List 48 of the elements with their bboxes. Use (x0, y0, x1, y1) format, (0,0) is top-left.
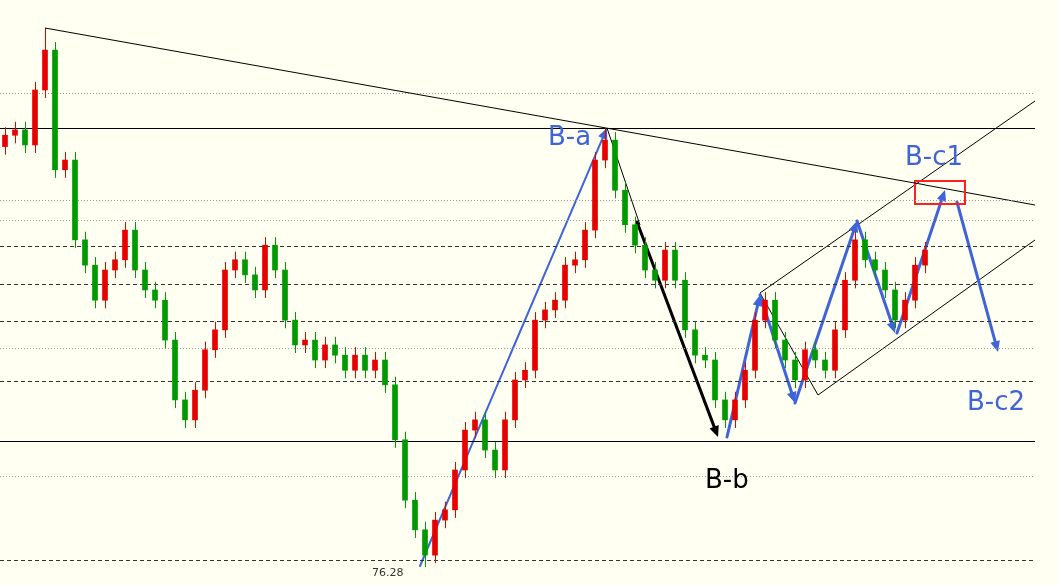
candlestick (342, 346, 348, 379)
candlestick (22, 121, 28, 154)
candlestick (112, 251, 118, 279)
candlestick (552, 291, 558, 319)
candlestick (812, 341, 818, 369)
candlestick (362, 346, 368, 379)
candlestick (602, 127, 608, 169)
candlestick (762, 291, 768, 329)
candlestick (322, 336, 328, 369)
candlestick (782, 331, 788, 369)
candlestick (922, 241, 928, 274)
candlestick (62, 151, 68, 179)
candlestick (862, 231, 868, 269)
candlestick (142, 261, 148, 299)
candlestick (152, 281, 158, 309)
candlestick (332, 336, 338, 364)
candlestick (352, 346, 358, 379)
candlestick (822, 351, 828, 379)
candlestick (232, 251, 238, 279)
candlestick (312, 331, 318, 369)
candlestick (572, 251, 578, 274)
annotation: B-a (548, 121, 592, 151)
candlestick (302, 331, 308, 354)
candlestick (182, 391, 188, 429)
candlestick (882, 261, 888, 299)
candlestick (242, 251, 248, 284)
candlestick (632, 216, 638, 254)
candlestick (652, 261, 658, 289)
annotation: B-c1 (905, 141, 964, 171)
candlestick (702, 346, 708, 369)
candlestick (252, 266, 258, 299)
candlestick (212, 321, 218, 359)
candlestick (12, 121, 18, 144)
candlestick (492, 441, 498, 479)
candlestick (872, 251, 878, 279)
annotation: 76.28 (372, 566, 404, 579)
candlestick (2, 126, 8, 156)
annotation: B-b (705, 464, 749, 494)
candlestick (732, 391, 738, 429)
candlestick (722, 391, 728, 429)
candlestick (442, 501, 448, 529)
candlestick (792, 351, 798, 389)
candlestick (902, 291, 908, 329)
text: B-c2 (967, 386, 1026, 416)
candlestick (372, 351, 378, 379)
candlestick (472, 411, 478, 439)
candlestick (522, 361, 528, 389)
candlestick (542, 301, 548, 329)
